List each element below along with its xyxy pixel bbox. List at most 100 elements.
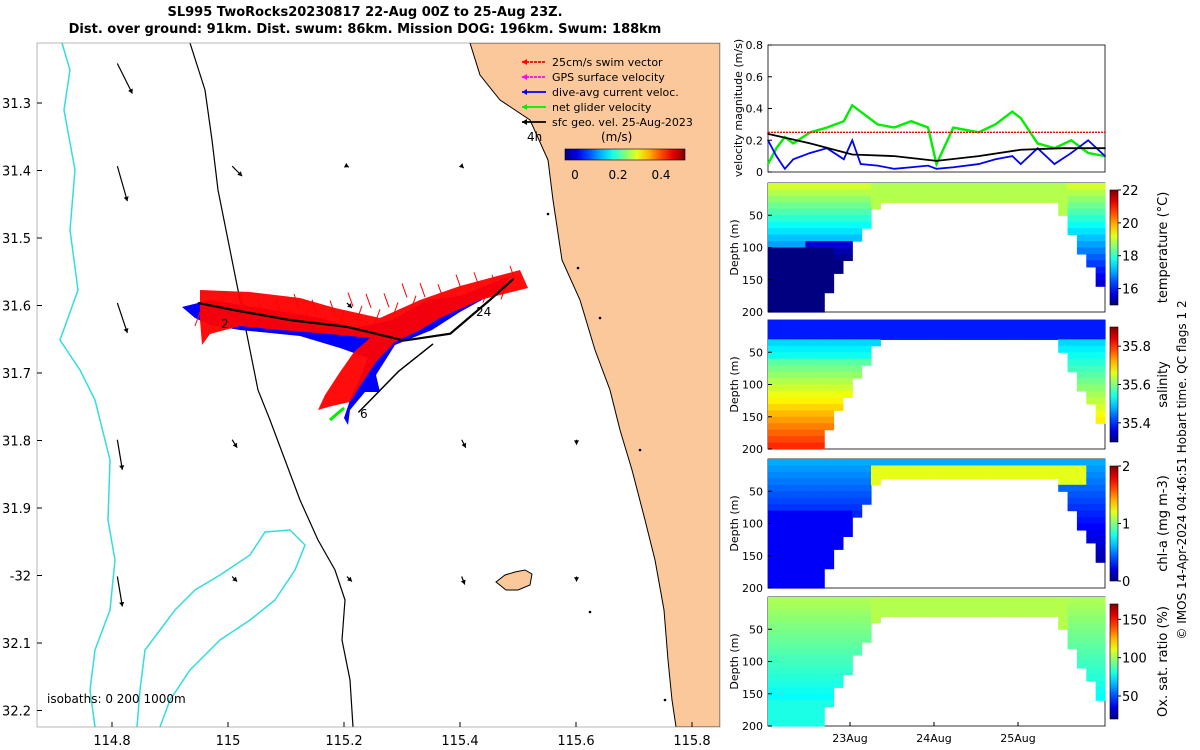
- section-cell: [796, 436, 807, 444]
- section-cell: [796, 693, 807, 701]
- section-cell: [814, 241, 825, 249]
- section-cell: [805, 365, 816, 373]
- section-cell: [842, 497, 853, 505]
- section-cell: [796, 536, 807, 544]
- swim-vector: [338, 310, 345, 326]
- section-cell: [1058, 622, 1069, 630]
- section-cell: [796, 339, 807, 347]
- section-cell: [899, 189, 910, 197]
- section-cell: [852, 622, 863, 630]
- section-cell: [796, 642, 807, 650]
- section-cell: [786, 536, 797, 544]
- section-cell: [777, 423, 788, 431]
- section-cell: [1086, 384, 1097, 392]
- section-cell: [861, 332, 872, 340]
- section-cell: [777, 234, 788, 242]
- section-cell: [824, 221, 835, 229]
- section-cell: [1039, 603, 1050, 611]
- section-cell: [1076, 504, 1087, 512]
- section-cell: [1086, 260, 1097, 268]
- section-cell: [842, 384, 853, 392]
- section-cell: [768, 416, 778, 424]
- section-cell: [1086, 253, 1097, 261]
- section-cell: [777, 510, 788, 518]
- section-cell: [796, 719, 807, 727]
- section-cell: [796, 680, 807, 688]
- map-xtick-label: 114.8: [93, 734, 130, 749]
- section-cell: [768, 542, 778, 550]
- section-cell: [1002, 183, 1012, 191]
- section-cell: [786, 667, 797, 675]
- legend-arrowhead: [522, 89, 527, 95]
- section-cell: [777, 352, 788, 360]
- section-cell: [814, 622, 825, 630]
- section-cell: [1076, 332, 1087, 340]
- map-frame: [36, 42, 721, 728]
- section-cell: [955, 459, 966, 467]
- section-cell: [814, 700, 825, 708]
- section-cell: [1086, 597, 1097, 605]
- section-cell: [1067, 215, 1078, 223]
- section-cell: [1076, 642, 1087, 650]
- section-cell: [777, 465, 788, 473]
- velocity-point: [910, 166, 913, 169]
- section-cell: [1086, 189, 1097, 197]
- section-cell: [1086, 183, 1097, 191]
- section-ylabel: Depth (m): [728, 495, 741, 551]
- section-cell: [814, 687, 825, 695]
- section-cell: [777, 429, 788, 437]
- section-cell: [1086, 371, 1097, 379]
- section-cell: [1039, 183, 1050, 191]
- section-cell: [1095, 661, 1106, 669]
- section-cell: [964, 189, 975, 197]
- figure-title: SL995 TwoRocks20230817 22-Aug 00Z to 25-…: [0, 4, 730, 38]
- section-cell: [796, 195, 807, 203]
- section-cell: [1086, 215, 1097, 223]
- section-cell: [964, 332, 975, 340]
- section-cell: [1020, 320, 1031, 328]
- section-cell: [786, 234, 797, 242]
- section-cell: [870, 478, 881, 486]
- section-cell: [824, 504, 835, 512]
- section-cell: [824, 183, 835, 191]
- section-cell: [1095, 247, 1106, 255]
- section-cell: [786, 555, 797, 563]
- section-cell: [880, 195, 891, 203]
- section-cell: [786, 358, 797, 366]
- section-cell: [852, 202, 863, 210]
- section-cell: [796, 273, 807, 281]
- section-cell: [1067, 339, 1078, 347]
- map-ytick-label: -32: [10, 570, 31, 585]
- section-cell: [1076, 202, 1087, 210]
- map-xtick-label: 115.4: [441, 734, 478, 749]
- section-cell: [1048, 332, 1059, 340]
- swim-vector: [428, 298, 435, 314]
- section-cell: [908, 326, 919, 334]
- section-panel-oxy: 50 100 150 200 Depth (m) 50 100 150 Ox. sat. rat…: [728, 596, 1171, 733]
- section-cell: [786, 616, 797, 624]
- section-cell: [842, 195, 853, 203]
- section-cell: [824, 410, 835, 418]
- section-cell: [842, 622, 853, 630]
- section-cell: [777, 529, 788, 537]
- section-cell: [768, 208, 778, 216]
- section-cell: [1086, 655, 1097, 663]
- section-cell: [786, 352, 797, 360]
- section-cell: [833, 635, 844, 643]
- swim-vector: [257, 300, 264, 315]
- section-cell: [833, 403, 844, 411]
- section-cell: [814, 655, 825, 663]
- section-cell: [814, 693, 825, 701]
- section-cell: [768, 568, 778, 576]
- section-cell: [777, 706, 788, 714]
- section-cell: [777, 635, 788, 643]
- section-cell: [786, 390, 797, 398]
- section-cell: [861, 597, 872, 605]
- section-cell: [861, 345, 872, 353]
- section-cell: [814, 326, 825, 334]
- colorbar-tick-label: 1: [1122, 518, 1130, 533]
- section-cell: [842, 253, 853, 261]
- section-cell: [777, 215, 788, 223]
- section-cell: [814, 286, 825, 294]
- section-cell: [1086, 471, 1097, 479]
